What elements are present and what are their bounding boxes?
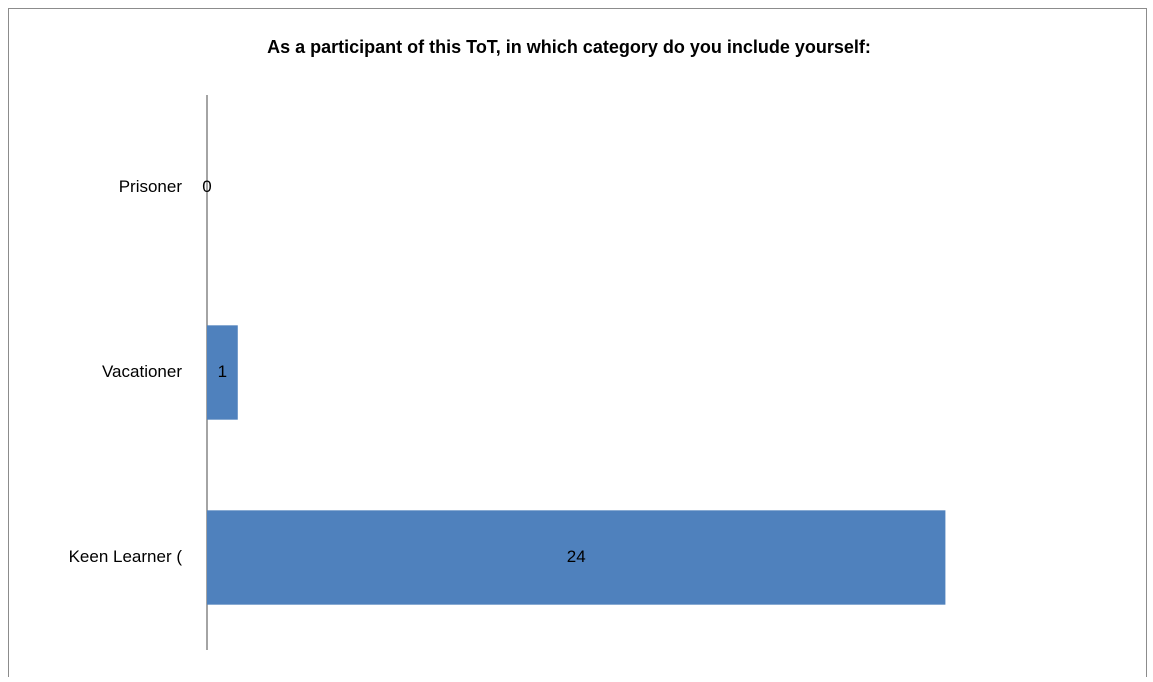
y-tick-label: Keen Learner ( [69, 547, 183, 566]
bar [207, 510, 946, 605]
y-tick-label: Prisoner [119, 177, 183, 196]
data-label: 0 [202, 177, 211, 196]
y-tick-label: Vacationer [102, 362, 182, 381]
data-label: 24 [567, 547, 586, 566]
chart-frame [8, 8, 1147, 682]
chart-title: As a participant of this ToT, in which c… [267, 37, 871, 57]
bar [207, 325, 238, 420]
data-label: 1 [218, 362, 227, 381]
